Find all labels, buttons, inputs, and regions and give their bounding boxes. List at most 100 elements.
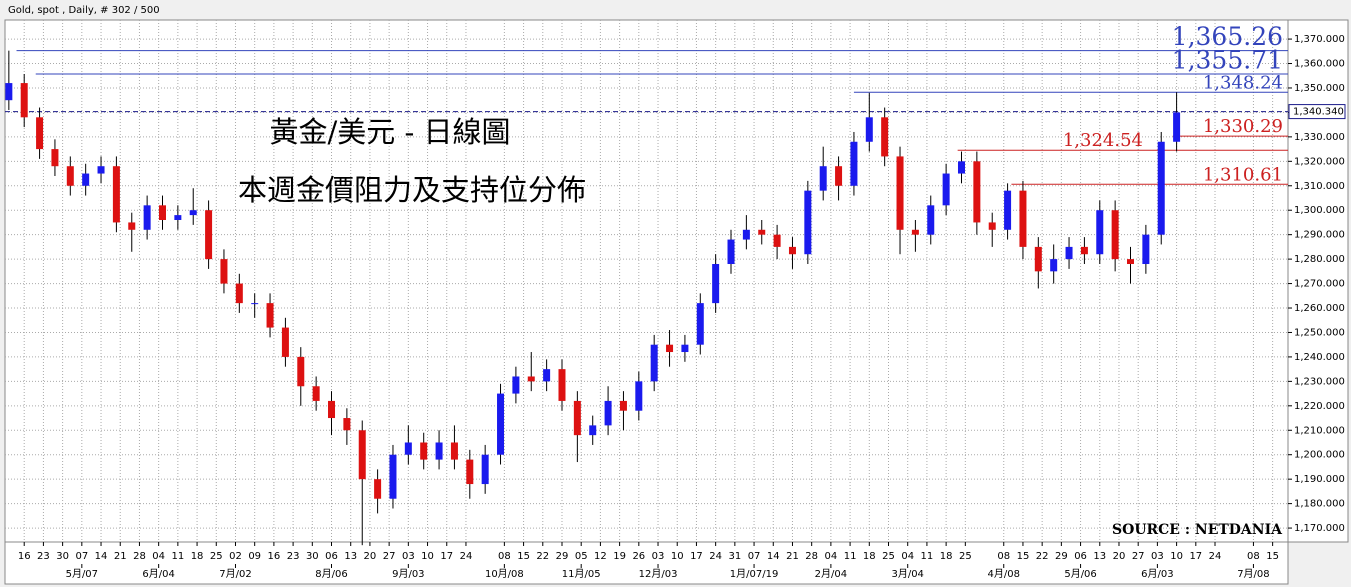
x-tick-label: 04 [825, 551, 838, 562]
y-tick-label: 1,190.000 [1294, 474, 1345, 485]
month-label: 8月/06 [315, 568, 347, 580]
candle-body [174, 215, 182, 220]
source: SOURCE : NETDANIA [1112, 522, 1283, 538]
header: Gold, spot , Daily, # 302 / 500 [8, 5, 160, 16]
y-tick-label: 1,330.000 [1294, 132, 1345, 143]
candle-body [696, 303, 704, 345]
candle-body [712, 264, 720, 304]
candle-body [420, 442, 428, 460]
level-label: 1,348.24 [1203, 72, 1283, 93]
month-label: 1月/07/19 [730, 568, 779, 580]
x-tick-label: 04 [901, 551, 914, 562]
candle-body [742, 229, 750, 240]
month-label: 2月/04 [815, 568, 847, 580]
x-tick-label: 30 [56, 551, 69, 562]
x-tick-label: 18 [191, 551, 204, 562]
month-label: 12月/03 [639, 568, 678, 580]
x-tick-label: 18 [940, 551, 953, 562]
candle-body [512, 376, 520, 394]
x-tick-label: 08 [498, 551, 511, 562]
candle-body [1096, 210, 1104, 255]
y-tick-label: 1,280.000 [1294, 254, 1345, 265]
candle-body [573, 400, 581, 436]
month-label: 3月/04 [891, 568, 923, 580]
x-tick-label: 12 [594, 551, 607, 562]
candle-body [112, 166, 120, 223]
x-tick-label: 24 [460, 551, 473, 562]
candle-body [51, 149, 59, 167]
level-label: 1,324.54 [1063, 130, 1143, 151]
candle-body [804, 190, 812, 255]
candle-body [281, 327, 289, 357]
candle-body [312, 386, 320, 401]
x-tick-label: 17 [690, 551, 703, 562]
x-tick-label: 26 [632, 551, 645, 562]
month-label: 11月/05 [562, 568, 601, 580]
candle-body [543, 369, 551, 382]
candle-body [374, 479, 382, 499]
candle-body [988, 222, 996, 230]
candle-body [927, 205, 935, 235]
y-tick-label: 1,360.000 [1294, 59, 1345, 70]
candle-body [911, 229, 919, 235]
y-tick-label: 1,220.000 [1294, 401, 1345, 412]
x-tick-label: 10 [421, 551, 434, 562]
candle-body [205, 210, 213, 260]
candle-body [450, 442, 458, 460]
candle-body [358, 430, 366, 480]
chart-subtitle: 本週金價阻力及支持位分佈 [238, 173, 586, 207]
x-tick-label: 06 [1074, 551, 1087, 562]
month-label: 10月/08 [485, 568, 524, 580]
x-tick-label: 22 [536, 551, 549, 562]
x-tick-label: 08 [1247, 551, 1260, 562]
current-price-box [1288, 104, 1346, 120]
y-tick-label: 1,310.000 [1294, 181, 1345, 192]
candle-body [1111, 210, 1119, 260]
y-tick-label: 1,270.000 [1294, 279, 1345, 290]
x-tick-label: 31 [728, 551, 741, 562]
x-tick-label: 27 [383, 551, 396, 562]
candle-body [619, 400, 627, 411]
y-tick-label: 1,290.000 [1294, 230, 1345, 241]
candle-body [66, 166, 74, 186]
x-tick-label: 04 [152, 551, 165, 562]
level-label: 1,365.26 [1172, 22, 1283, 51]
candle-body [1142, 234, 1150, 265]
x-tick-label: 06 [325, 551, 338, 562]
candle-body [773, 234, 781, 247]
levels: 1,365.261,355.711,348.24 1,330.29 1,324.54… [5, 22, 1288, 185]
chart-title: 黃金/美元 - 日線圖 [269, 115, 510, 149]
x-tick-label: 15 [1017, 551, 1030, 562]
x-tick-label: 18 [863, 551, 876, 562]
x-tick-label: 21 [786, 551, 799, 562]
x-tick-label: 24 [1209, 551, 1222, 562]
candle-body [36, 117, 44, 150]
candle-body [143, 205, 151, 230]
x-tick-label: 23 [37, 551, 50, 562]
x-tick-label: 16 [268, 551, 281, 562]
candle-body [973, 161, 981, 223]
month-label: 7月/08 [1237, 568, 1269, 580]
candle-body [681, 344, 689, 353]
y-tick-label: 1,180.000 [1294, 499, 1345, 510]
x-tick-label: 17 [440, 551, 453, 562]
x-tick-label: 25 [882, 551, 895, 562]
candle-body [82, 173, 90, 186]
x-tick-label: 14 [95, 551, 108, 562]
x-tick-label: 15 [517, 551, 530, 562]
candle-body [527, 376, 535, 382]
x-tick-label: 29 [1055, 551, 1068, 562]
candle-body [666, 344, 674, 353]
x-tick-label: 10 [671, 551, 684, 562]
x-tick-label: 11 [921, 551, 934, 562]
x-tick-label: 13 [1093, 551, 1106, 562]
candle-body [481, 454, 489, 485]
current-price-label: 1,340.340 [1293, 107, 1344, 118]
candle-body [389, 454, 397, 499]
x-axis-area [4, 541, 1289, 585]
x-tick-label: 05 [575, 551, 588, 562]
candle-body [727, 239, 735, 265]
x-tick-label: 09 [248, 551, 261, 562]
x-tick-label: 03 [652, 551, 665, 562]
